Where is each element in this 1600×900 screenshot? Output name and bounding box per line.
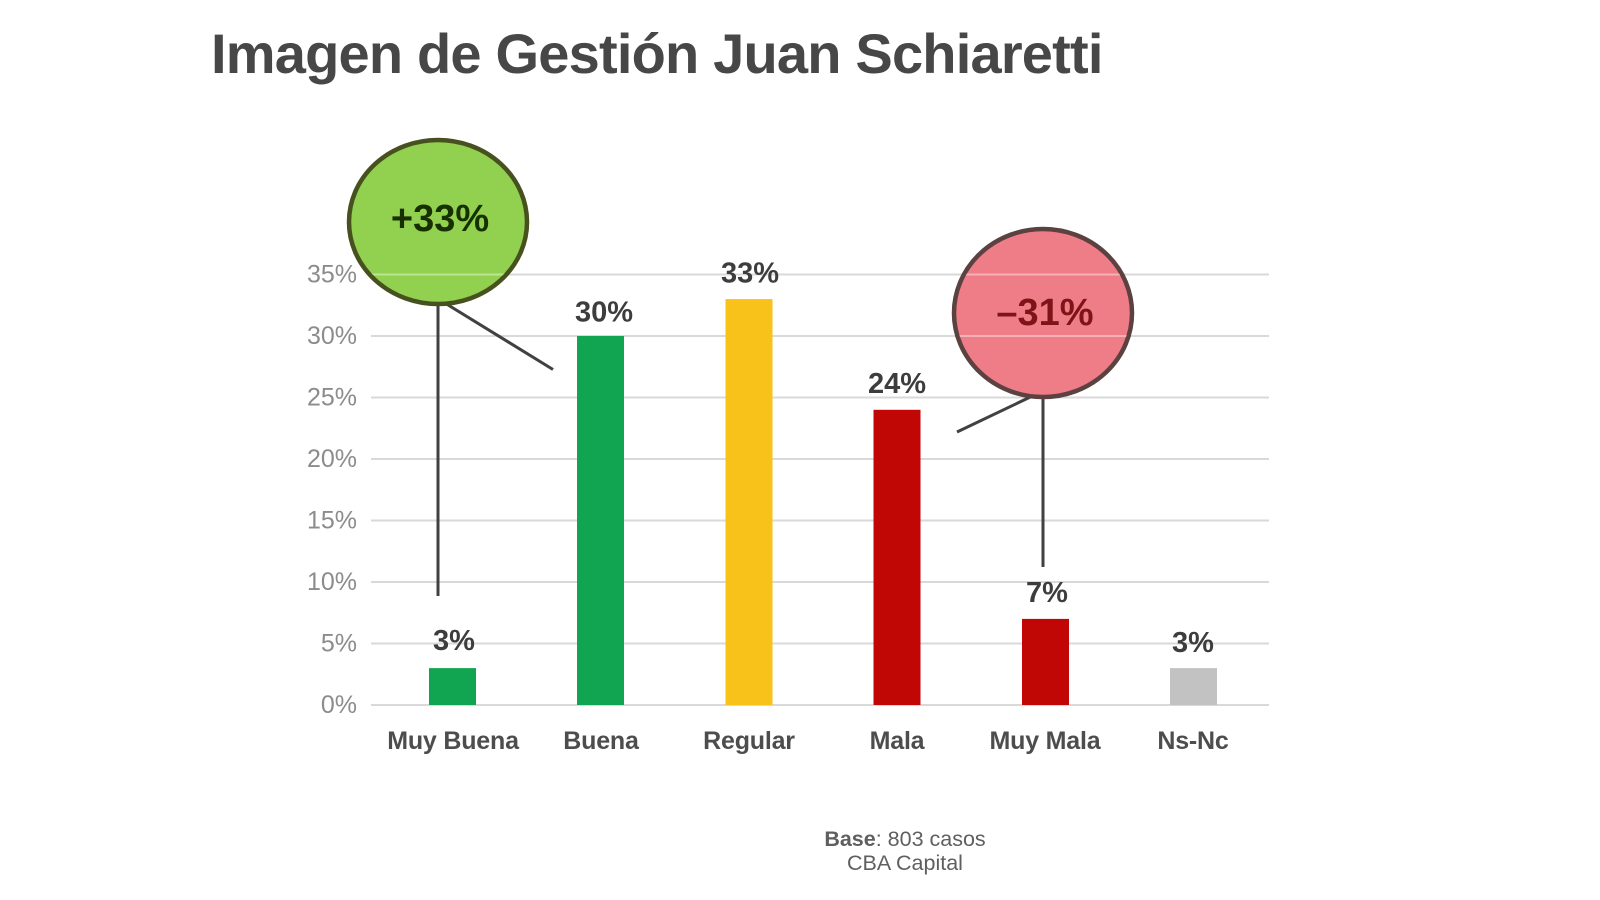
svg-text:Buena: Buena [563, 727, 640, 755]
svg-text:3%: 3% [1172, 627, 1214, 659]
svg-text:CBA Capital: CBA Capital [847, 851, 963, 875]
svg-text:30%: 30% [575, 297, 633, 329]
svg-text:Muy Mala: Muy Mala [990, 727, 1102, 755]
svg-text:33%: 33% [721, 258, 779, 290]
svg-text:Regular: Regular [703, 727, 795, 755]
svg-text:20%: 20% [307, 445, 357, 473]
svg-text:3%: 3% [433, 625, 475, 657]
svg-text:5%: 5% [321, 630, 357, 658]
svg-text:30%: 30% [307, 322, 357, 350]
svg-text:24%: 24% [868, 368, 926, 400]
svg-text:+33%: +33% [391, 198, 489, 240]
svg-text:Muy Buena: Muy Buena [387, 727, 520, 755]
svg-text:Mala: Mala [870, 727, 926, 755]
svg-text:–31%: –31% [996, 292, 1093, 334]
svg-text:Imagen de Gestión Juan Schiare: Imagen de Gestión Juan Schiaretti [211, 22, 1103, 85]
svg-text:0%: 0% [321, 691, 357, 719]
svg-text:Base: 803 casos: Base: 803 casos [824, 827, 985, 851]
svg-text:10%: 10% [307, 568, 357, 596]
svg-text:15%: 15% [307, 507, 357, 535]
svg-text:Ns-Nc: Ns-Nc [1157, 727, 1229, 755]
svg-text:7%: 7% [1026, 577, 1068, 609]
svg-text:25%: 25% [307, 384, 357, 412]
svg-text:35%: 35% [307, 261, 357, 289]
